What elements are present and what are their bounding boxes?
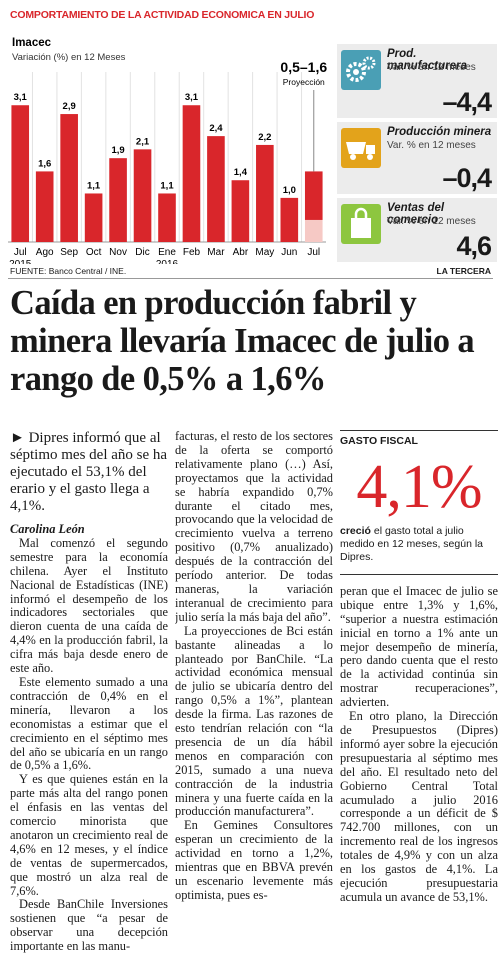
indicator-panel: Producción minera Var. % en 12 meses –0,…	[337, 122, 497, 194]
value-label: 1,9	[111, 145, 124, 156]
text-column: ► Dipres informó que al séptimo mes del …	[10, 430, 168, 978]
lede: ► Dipres informó que al séptimo mes del …	[10, 430, 168, 514]
x-tick-label: Jul	[307, 247, 320, 258]
brand: LA TERCERA	[436, 266, 491, 276]
x-tick-label: Ago	[36, 247, 54, 258]
indicator-panel: Prod. manufacturera Var. % en 12 meses –…	[337, 44, 497, 118]
value-label: 1,0	[283, 185, 296, 196]
projection-note: Proyección	[283, 77, 325, 87]
bar	[207, 136, 225, 242]
bar	[280, 197, 299, 242]
value-label: 3,1	[185, 92, 199, 103]
year-label: 2015	[9, 259, 32, 264]
x-tick-label: Mar	[207, 247, 225, 258]
sidebar-text: creció el gasto total a julio medido en …	[340, 525, 498, 564]
x-tick-label: Oct	[86, 247, 102, 258]
indicator-value: 4,6	[456, 231, 492, 261]
year-label: 2016	[156, 259, 179, 264]
projection-range	[304, 171, 323, 220]
chart-title: Imacec	[12, 37, 52, 49]
bar	[60, 114, 78, 242]
indicator-subtitle: Var. % en 12 meses	[387, 62, 476, 73]
sidebar-lead: creció	[340, 524, 371, 537]
paragraph: En Gemines Consultores esperan un crecim…	[175, 818, 333, 902]
x-tick-label: May	[255, 247, 274, 258]
sidebar-label: GASTO FISCAL	[340, 435, 418, 447]
section-header: COMPORTAMIENTO DE LA ACTIVIDAD ECONOMICA…	[10, 9, 315, 21]
indicator-value: –0,4	[442, 163, 492, 193]
chart-subtitle: Variación (%) en 12 Meses	[12, 52, 126, 63]
bag-icon	[341, 204, 381, 244]
value-label: 1,4	[234, 167, 248, 178]
value-label: 2,1	[136, 136, 150, 147]
bar	[84, 193, 103, 242]
bar	[11, 105, 30, 242]
x-tick-label: Dic	[135, 247, 149, 258]
paragraph: Mal comenzó el segundo semestre para la …	[10, 535, 168, 676]
bar	[231, 180, 250, 242]
truck-icon	[341, 128, 381, 168]
rule	[8, 278, 493, 279]
sidebar: GASTO FISCAL 4,1% creció el gasto total …	[340, 430, 498, 575]
paragraph: La proyecciones de Bci están bastante al…	[175, 623, 333, 819]
paragraph: En otro plano, la Dirección de Presupues…	[340, 709, 498, 904]
x-tick-label: Abr	[233, 247, 249, 258]
indicator-subtitle: Var. % en 12 meses	[387, 140, 476, 151]
value-label: 1,1	[87, 180, 101, 191]
author: Carolina León	[10, 522, 85, 536]
indicator-subtitle: Var. % en 12 meses	[387, 216, 476, 227]
x-tick-label: Ene	[158, 247, 176, 258]
paragraph: facturas, el resto de los sectores de la…	[175, 430, 333, 624]
projection-base	[304, 219, 323, 242]
source: FUENTE: Banco Central / INE.	[10, 266, 127, 276]
value-label: 1,6	[38, 158, 51, 169]
paragraph: Este elemento sumado a una contracción d…	[10, 674, 168, 773]
bar	[256, 144, 274, 242]
x-tick-label: Feb	[183, 247, 201, 258]
indicator-title: Producción minera	[387, 126, 492, 138]
text-column: GASTO FISCAL 4,1% creció el gasto total …	[340, 430, 498, 978]
x-tick-label: Nov	[109, 247, 127, 258]
value-label: 2,4	[209, 123, 223, 134]
headline: Caída en producción fabril y minera llev…	[10, 284, 475, 398]
indicator-title: Prod. manufacturera	[387, 48, 467, 72]
indicator-panel: Ventas del comercio Var. % en 12 meses 4…	[337, 198, 497, 262]
bar	[109, 158, 127, 242]
paragraph: Desde BanChile Inversiones sostienen que…	[10, 897, 168, 954]
value-label: 3,1	[14, 92, 28, 103]
text-column: facturas, el resto de los sectores de la…	[175, 430, 333, 978]
projection-label: 0,5–1,6	[280, 59, 327, 75]
bar	[133, 149, 152, 242]
paragraph: peran que el Imacec de julio se ubique e…	[340, 583, 498, 710]
bar	[158, 193, 176, 242]
x-tick-label: Jul	[14, 247, 27, 258]
sidebar-body: el gasto total a julio medido en 12 mese…	[340, 524, 484, 563]
value-label: 1,1	[160, 180, 174, 191]
x-tick-label: Sep	[60, 247, 78, 258]
gear-icon	[341, 50, 381, 90]
value-label: 2,9	[63, 101, 76, 112]
chart: Imacec Variación (%) en 12 Meses Jul2015…	[8, 37, 327, 264]
indicator-title: Ventas del comercio	[387, 202, 445, 226]
x-tick-label: Jun	[281, 247, 297, 258]
indicator-value: –4,4	[442, 87, 492, 117]
bar	[182, 105, 201, 242]
paragraph: Y es que quienes están en la parte más a…	[10, 772, 168, 898]
sidebar-figure: 4,1%	[356, 452, 482, 521]
bar	[35, 171, 54, 242]
value-label: 2,2	[258, 132, 271, 143]
